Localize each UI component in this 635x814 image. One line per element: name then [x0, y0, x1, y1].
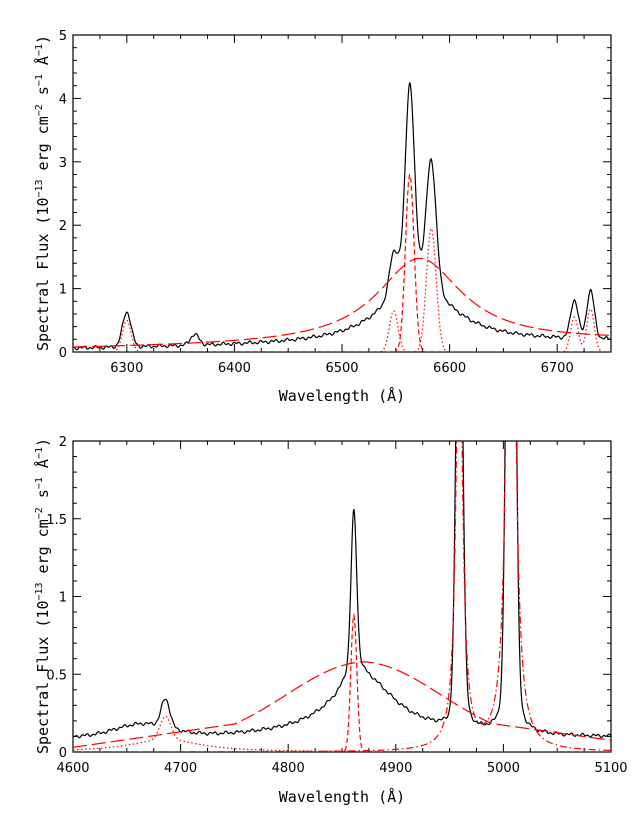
series-dashdot-line: [73, 441, 611, 752]
series-dot-line: [73, 715, 611, 752]
spectrum-curves: [73, 441, 611, 752]
y-axis-title: Spectral Flux (10−13 erg cm−2 s−1 Å−1): [33, 35, 52, 351]
x-axis-title: Wavelength (Å): [279, 386, 405, 405]
y-tick-label: 0: [59, 346, 67, 361]
x-axis-title: Wavelength (Å): [279, 787, 405, 806]
plot-frame: [72, 34, 612, 353]
x-tick-label: 4600: [56, 761, 89, 776]
hbeta-panel: 4600 4700 4800 4900 5000 5100 0 0.5 1 1.5 2 Wavele…: [33, 435, 628, 806]
plot-frame: [72, 440, 612, 753]
x-tick-label: 4900: [379, 761, 412, 776]
y-tick-label: 1: [59, 283, 67, 298]
spectrum-curves: [73, 82, 611, 352]
axis-ticks: [72, 34, 612, 353]
y-tick-label: 0: [59, 746, 67, 761]
y-tick-label: 4: [59, 92, 67, 107]
x-tick-label: 4700: [164, 761, 197, 776]
y-tick-label: 2: [59, 435, 67, 450]
x-tick-label: 6600: [433, 361, 466, 376]
series-solid-line: [73, 441, 611, 739]
series-dash-line: [73, 612, 611, 752]
y-axis-title: Spectral Flux (10−13 erg cm−2 s−1 Å−1): [33, 438, 52, 754]
x-tick-label: 6300: [110, 361, 143, 376]
axis-ticks: [72, 440, 612, 753]
y-tick-label: 0.5: [46, 668, 67, 683]
y-tick-label: 3: [59, 156, 67, 171]
y-tick-label: 1: [59, 591, 67, 606]
series-dot-line: [73, 227, 611, 352]
y-tick-label: 1.5: [46, 513, 67, 528]
x-tick-label: 6400: [218, 361, 251, 376]
series-longdash-line: [73, 257, 611, 348]
x-tick-label: 5100: [594, 761, 627, 776]
y-tick-label: 5: [59, 29, 67, 44]
series-dash-line: [73, 173, 611, 352]
x-tick-label: 5000: [487, 761, 520, 776]
x-tick-label: 6700: [541, 361, 574, 376]
tick-labels: 4600 4700 4800 4900 5000 5100 0 0.5 1 1.5 2: [46, 435, 627, 776]
x-tick-label: 4800: [272, 761, 305, 776]
halpha-panel: 6300 6400 6500 6600 6700 0 1 2 3 4 5 Wavelength (Å…: [33, 29, 612, 405]
series-longdash-line: [73, 661, 611, 748]
tick-labels: 6300 6400 6500 6600 6700 0 1 2 3 4 5: [59, 29, 574, 376]
series-solid-line: [73, 82, 611, 351]
x-tick-label: 6500: [325, 361, 358, 376]
y-tick-label: 2: [59, 219, 67, 234]
